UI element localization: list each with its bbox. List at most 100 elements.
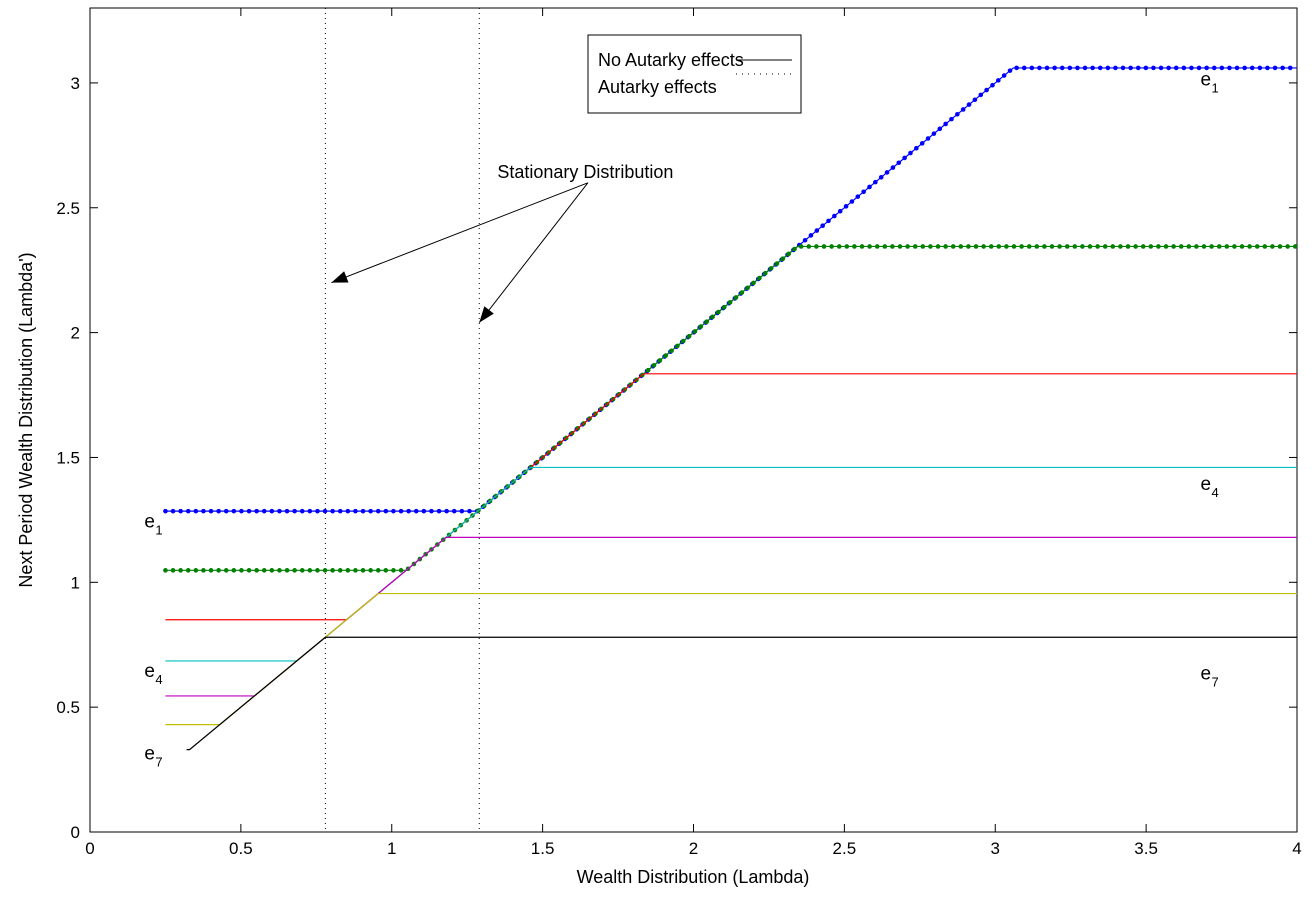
series-marker xyxy=(1082,65,1088,71)
series-marker xyxy=(368,568,373,573)
series-marker xyxy=(429,508,434,514)
series-marker xyxy=(1059,65,1065,71)
series-marker xyxy=(802,237,808,243)
series-marker xyxy=(375,508,381,514)
curve-label: e xyxy=(144,661,155,682)
series-marker xyxy=(768,266,774,271)
series-marker xyxy=(645,367,651,373)
series-marker xyxy=(937,126,943,132)
series-marker xyxy=(692,329,698,334)
x-tick-label: 0 xyxy=(85,839,94,858)
series-marker xyxy=(821,244,827,249)
series-marker xyxy=(1097,65,1103,71)
series-marker xyxy=(307,568,313,573)
series-marker xyxy=(837,208,843,214)
series-marker xyxy=(269,568,275,573)
series-marker xyxy=(368,508,373,514)
series-marker xyxy=(1257,65,1263,71)
series-marker xyxy=(990,82,995,88)
series-marker xyxy=(261,568,267,573)
series-marker xyxy=(716,309,721,315)
series-marker xyxy=(820,223,825,229)
series-marker xyxy=(216,568,221,573)
series-marker xyxy=(920,244,926,249)
series-marker xyxy=(337,508,343,514)
series-marker xyxy=(878,174,884,180)
series-marker xyxy=(337,568,343,573)
series-marker xyxy=(178,508,183,514)
curve-label: e xyxy=(144,511,155,532)
series-marker xyxy=(353,568,358,573)
series-marker xyxy=(955,111,960,117)
series-marker xyxy=(284,568,290,573)
series-marker xyxy=(299,568,305,573)
series-marker xyxy=(1014,65,1019,71)
series-marker xyxy=(680,338,686,344)
series-marker xyxy=(960,107,966,112)
series-marker xyxy=(208,508,214,514)
series-marker xyxy=(710,314,715,320)
series-marker xyxy=(1265,65,1270,71)
series-marker xyxy=(698,324,704,329)
curve-label-subscript: 1 xyxy=(155,522,162,537)
y-tick-label: 3 xyxy=(71,74,80,93)
series-marker xyxy=(814,244,819,249)
series-marker xyxy=(451,508,457,514)
series-marker xyxy=(855,194,861,199)
series-marker xyxy=(330,568,335,573)
series-marker xyxy=(223,508,229,514)
x-tick-label: 4 xyxy=(1292,839,1301,858)
x-tick-label: 0.5 xyxy=(229,839,253,858)
annotation-arrow xyxy=(331,182,589,284)
series-marker xyxy=(774,261,780,266)
series-marker xyxy=(1151,65,1156,71)
series-marker xyxy=(254,508,259,514)
x-tick-label: 1.5 xyxy=(531,839,555,858)
series-marker xyxy=(1247,244,1252,249)
series-marker xyxy=(1080,244,1085,249)
series-marker xyxy=(1285,244,1290,249)
series-marker xyxy=(1178,244,1184,249)
series-marker xyxy=(193,508,199,514)
series-marker xyxy=(829,244,834,249)
y-axis-title: Next Period Wealth Distribution (Lambda'… xyxy=(16,252,36,587)
series-marker xyxy=(292,508,297,514)
annotation-arrowhead xyxy=(479,306,494,323)
series-marker xyxy=(1227,65,1232,71)
y-tick-label: 0.5 xyxy=(56,698,80,717)
series-marker xyxy=(1234,65,1240,71)
series-marker xyxy=(1125,244,1131,249)
series-marker xyxy=(751,280,756,286)
series-marker xyxy=(657,358,663,363)
series-marker xyxy=(216,508,221,514)
series-marker xyxy=(1118,244,1123,249)
series-marker xyxy=(391,508,396,514)
series-marker xyxy=(1224,244,1230,249)
series-marker xyxy=(459,508,465,514)
series-marker xyxy=(1001,73,1007,78)
series-marker xyxy=(1272,65,1278,71)
series-marker xyxy=(1254,244,1260,249)
series-marker xyxy=(315,568,320,573)
series-marker xyxy=(843,204,849,209)
series-marker xyxy=(973,244,979,249)
series-marker xyxy=(882,244,888,249)
series-marker xyxy=(383,568,389,573)
series-marker xyxy=(905,244,910,249)
series-marker xyxy=(1011,244,1017,249)
y-tick-label: 2.5 xyxy=(56,199,80,218)
curve-label-subscript: 4 xyxy=(155,672,162,687)
series-marker xyxy=(1201,244,1207,249)
series-marker xyxy=(292,568,297,573)
series-marker xyxy=(398,568,404,573)
series-marker xyxy=(1049,244,1055,249)
series-marker xyxy=(421,508,427,514)
series-marker xyxy=(890,165,896,170)
curve-label: e xyxy=(1200,664,1211,685)
series-marker xyxy=(1133,244,1138,249)
series-marker xyxy=(874,244,880,249)
series-marker xyxy=(1034,244,1040,249)
series-marker xyxy=(1140,244,1146,249)
